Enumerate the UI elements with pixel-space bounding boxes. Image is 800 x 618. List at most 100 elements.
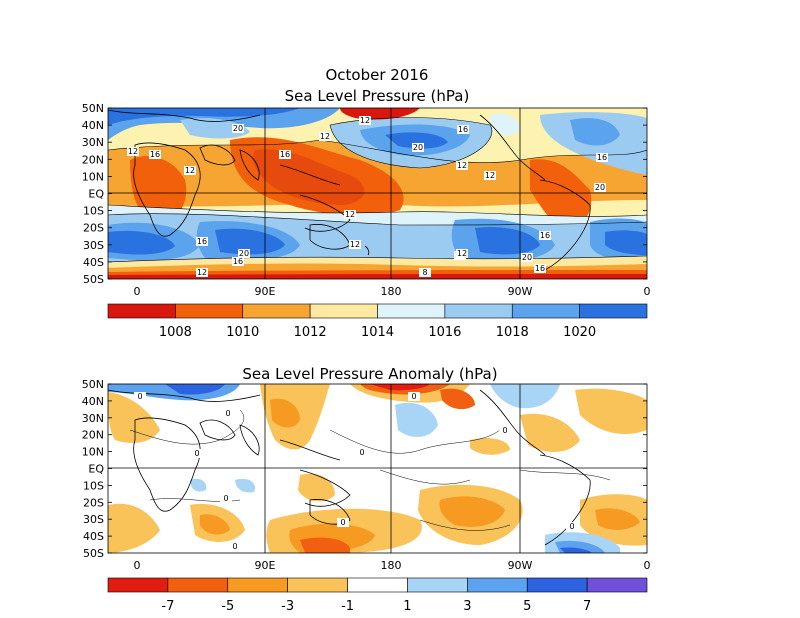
colorbar-label: 1010 (226, 325, 259, 340)
lat-tick-label: 50N (82, 102, 104, 115)
colorbar-swatch (107, 577, 169, 593)
lon-tick-label: 90E (255, 285, 276, 298)
colorbar-swatch (467, 577, 528, 593)
contour-label: 12 (320, 132, 330, 141)
contour-label-bg (356, 448, 368, 457)
contour-label: 16 (535, 264, 545, 273)
figure-title: October 2016 (326, 66, 429, 84)
colorbar-label: 1008 (159, 325, 192, 340)
contour-label: 16 (197, 237, 207, 246)
colorbar-label: -3 (281, 599, 294, 614)
lat-tick-label: 50S (83, 547, 104, 560)
lon-tick-label: 0 (644, 559, 651, 572)
contour-label: 0 (411, 392, 416, 401)
contour-label: 20 (239, 249, 249, 258)
lat-tick-label: 10N (82, 170, 104, 183)
lat-tick-label: 40S (83, 256, 104, 269)
colorbar-label: 1014 (361, 325, 394, 340)
slp-lat-axis: 50N 40N 30N 20N 10N EQ 10S 20S 30S 40S 50S (82, 102, 647, 286)
lon-tick-label: 0 (134, 559, 141, 572)
colorbar-swatch (227, 577, 288, 593)
slp-coastlines (108, 109, 591, 271)
colorbar-label: -1 (341, 599, 354, 614)
contour-label: 12 (360, 116, 370, 125)
contour-label-bg (232, 124, 244, 133)
colorbar-swatch (579, 303, 648, 319)
colorbar-label: 1020 (563, 325, 596, 340)
contour-label: 0 (359, 448, 364, 457)
colorbar-swatch (586, 577, 648, 593)
colorbar-swatch (511, 303, 580, 319)
lat-tick-label: 50N (82, 378, 104, 391)
contour-label-bg (408, 392, 420, 401)
anomaly-map (108, 384, 647, 553)
anomaly-panel-title: Sea Level Pressure Anomaly (hPa) (242, 365, 497, 383)
contour-label: 0 (194, 449, 199, 458)
lon-tick-label: 90W (508, 559, 533, 572)
contour-label-bg (344, 210, 356, 219)
contour-label-bg (456, 161, 468, 170)
contour-label-bg (539, 231, 551, 240)
lat-tick-label: 30N (82, 412, 104, 425)
lat-tick-label: 40N (82, 119, 104, 132)
slp-contours (108, 117, 647, 263)
colorbar-swatch (167, 577, 229, 593)
lat-tick-label: EQ (88, 463, 104, 476)
contour-label-bg (196, 268, 208, 277)
contour-label: 16 (597, 153, 607, 162)
contour-label: 20 (522, 253, 532, 262)
contour-label-bg (337, 518, 349, 527)
contour-label: 0 (502, 426, 507, 435)
contour-label-bg (594, 183, 606, 192)
lat-tick-label: 20N (82, 153, 104, 166)
contour-label: 12 (350, 240, 360, 249)
contour-label-bg (191, 449, 203, 458)
colorbar-swatch (347, 577, 408, 593)
contour-label-bg (127, 147, 139, 156)
contour-label: 8 (422, 268, 427, 277)
contour-label-bg (222, 409, 234, 418)
lat-tick-label: 20S (83, 222, 104, 235)
contour-label: 16 (540, 231, 550, 240)
colorbar-label: -7 (161, 599, 174, 614)
slp-colorbar: 1008 1010 1012 1014 1016 1018 1020 (107, 303, 648, 340)
lon-tick-label: 90W (508, 285, 533, 298)
contour-label-bg (238, 249, 250, 258)
contour-label-bg (484, 171, 496, 180)
contour-label: 12 (128, 147, 138, 156)
contour-label: 20 (233, 124, 243, 133)
contour-label-bg (596, 153, 608, 162)
lat-tick-label: 30S (83, 239, 104, 252)
contour-label-bg (412, 143, 424, 152)
contour-label-bg (319, 132, 331, 141)
slp-contour-labels: 12 16201216121612201212162012161620161212… (127, 116, 608, 277)
contour-label: 20 (595, 183, 605, 192)
contour-label-bg (232, 257, 244, 266)
contour-label: 12 (185, 166, 195, 175)
contour-label: 12 (457, 249, 467, 258)
lat-tick-label: EQ (88, 188, 104, 201)
contour-label-bg (534, 264, 546, 273)
lat-tick-label: 10N (82, 446, 104, 459)
lat-tick-label: 10S (83, 205, 104, 218)
contour-label: 0 (137, 392, 142, 401)
contour-label: 0 (569, 522, 574, 531)
colorbar-label: -5 (221, 599, 234, 614)
contour-label-bg (359, 116, 371, 125)
contour-label-bg (220, 494, 232, 503)
contour-label: 16 (458, 125, 468, 134)
contour-label: 16 (150, 150, 160, 159)
colorbar-swatch (407, 577, 468, 593)
contour-label: 16 (233, 257, 243, 266)
lon-tick-label: 180 (381, 559, 402, 572)
anomaly-contours (129, 409, 611, 531)
anomaly-contour-labels: 0 0 0 0 0 0 0 0 0 0 (134, 392, 578, 551)
colorbar-swatch (242, 303, 311, 319)
contour-label-bg (184, 166, 196, 175)
lon-tick-label: 0 (134, 285, 141, 298)
anomaly-lat-axis: 50N 40N 30N 20N 10N EQ 10S 20S 30S 40S 50S (82, 378, 647, 560)
contour-label-bg (349, 240, 361, 249)
contour-label-bg (521, 253, 533, 262)
contour-label-bg (149, 150, 161, 159)
